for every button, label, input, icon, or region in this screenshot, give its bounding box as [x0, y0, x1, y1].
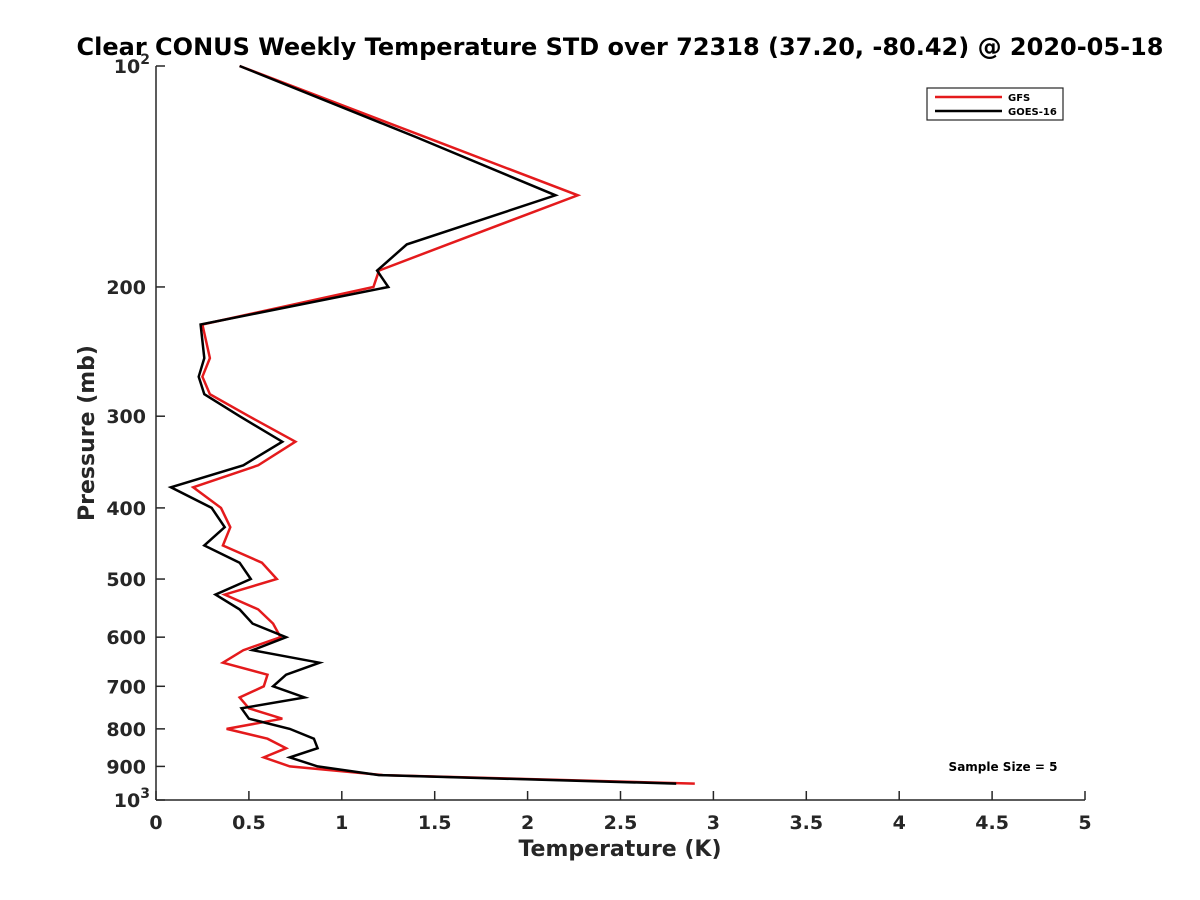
x-tick-label: 2	[521, 812, 534, 834]
x-axis-label: Temperature (K)	[518, 837, 721, 862]
legend: GFS GOES-16	[926, 87, 1064, 121]
y-tick-label: 700	[106, 676, 146, 698]
y-axis-label: Pressure (mb)	[75, 345, 100, 521]
chart-title: Clear CONUS Weekly Temperature STD over …	[77, 33, 1164, 61]
y-tick-label: 900	[106, 756, 146, 778]
x-tick-label: 0.5	[232, 812, 266, 834]
y-tick-label: 200	[106, 277, 146, 299]
y-ticks: 102 200 300 400 500 600 700 800 900 103	[106, 52, 165, 812]
x-tick-label: 4	[893, 812, 906, 834]
y-tick-label: 102	[114, 52, 150, 78]
axes	[155, 66, 1085, 801]
y-tick-label: 800	[106, 719, 146, 741]
legend-label-gfs: GFS	[1008, 93, 1030, 104]
y-tick-label: 600	[106, 627, 146, 649]
sample-size-annotation: Sample Size = 5	[949, 760, 1058, 774]
y-tick-label: 500	[106, 569, 146, 591]
y-tick-label: 400	[106, 498, 146, 520]
x-tick-label: 4.5	[975, 812, 1009, 834]
x-tick-label: 3	[707, 812, 720, 834]
series-layer	[167, 64, 695, 785]
legend-label-goes16: GOES-16	[1008, 107, 1057, 118]
x-tick-label: 3.5	[789, 812, 823, 834]
legend-box	[926, 87, 1064, 121]
x-tick-label: 5	[1078, 812, 1091, 834]
series-line-gfs	[190, 64, 695, 785]
y-tick-label: 300	[106, 406, 146, 428]
x-ticks: 0 0.5 1 1.5 2 2.5 3 3.5 4 4.5 5	[149, 791, 1092, 834]
x-tick-label: 0	[149, 812, 162, 834]
x-tick-label: 2.5	[604, 812, 638, 834]
x-tick-label: 1	[335, 812, 348, 834]
x-tick-label: 1.5	[418, 812, 452, 834]
y-tick-label: 103	[114, 786, 150, 812]
series-line-goes16	[167, 64, 677, 785]
